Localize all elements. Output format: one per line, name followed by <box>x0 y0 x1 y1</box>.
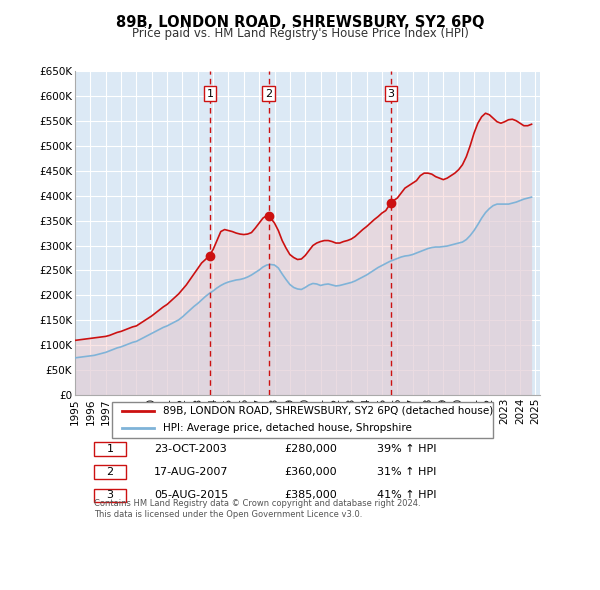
Text: Price paid vs. HM Land Registry's House Price Index (HPI): Price paid vs. HM Land Registry's House … <box>131 27 469 40</box>
Text: 17-AUG-2007: 17-AUG-2007 <box>154 467 229 477</box>
Text: 3: 3 <box>388 88 394 99</box>
Text: 05-AUG-2015: 05-AUG-2015 <box>154 490 229 500</box>
FancyBboxPatch shape <box>94 442 126 455</box>
Text: 39% ↑ HPI: 39% ↑ HPI <box>377 444 437 454</box>
Text: 89B, LONDON ROAD, SHREWSBURY, SY2 6PQ (detached house): 89B, LONDON ROAD, SHREWSBURY, SY2 6PQ (d… <box>163 406 494 416</box>
Text: 31% ↑ HPI: 31% ↑ HPI <box>377 467 437 477</box>
Text: £280,000: £280,000 <box>284 444 337 454</box>
Text: 23-OCT-2003: 23-OCT-2003 <box>154 444 227 454</box>
Text: 41% ↑ HPI: 41% ↑ HPI <box>377 490 437 500</box>
FancyBboxPatch shape <box>94 489 126 503</box>
FancyBboxPatch shape <box>94 466 126 479</box>
Text: 3: 3 <box>106 490 113 500</box>
Text: 1: 1 <box>106 444 113 454</box>
Text: Contains HM Land Registry data © Crown copyright and database right 2024.
This d: Contains HM Land Registry data © Crown c… <box>94 499 420 519</box>
Text: 89B, LONDON ROAD, SHREWSBURY, SY2 6PQ: 89B, LONDON ROAD, SHREWSBURY, SY2 6PQ <box>116 15 484 30</box>
Text: HPI: Average price, detached house, Shropshire: HPI: Average price, detached house, Shro… <box>163 423 412 432</box>
Text: 2: 2 <box>106 467 113 477</box>
Text: 1: 1 <box>207 88 214 99</box>
FancyBboxPatch shape <box>112 402 493 438</box>
Text: £385,000: £385,000 <box>284 490 337 500</box>
Text: £360,000: £360,000 <box>284 467 337 477</box>
Text: 2: 2 <box>265 88 272 99</box>
